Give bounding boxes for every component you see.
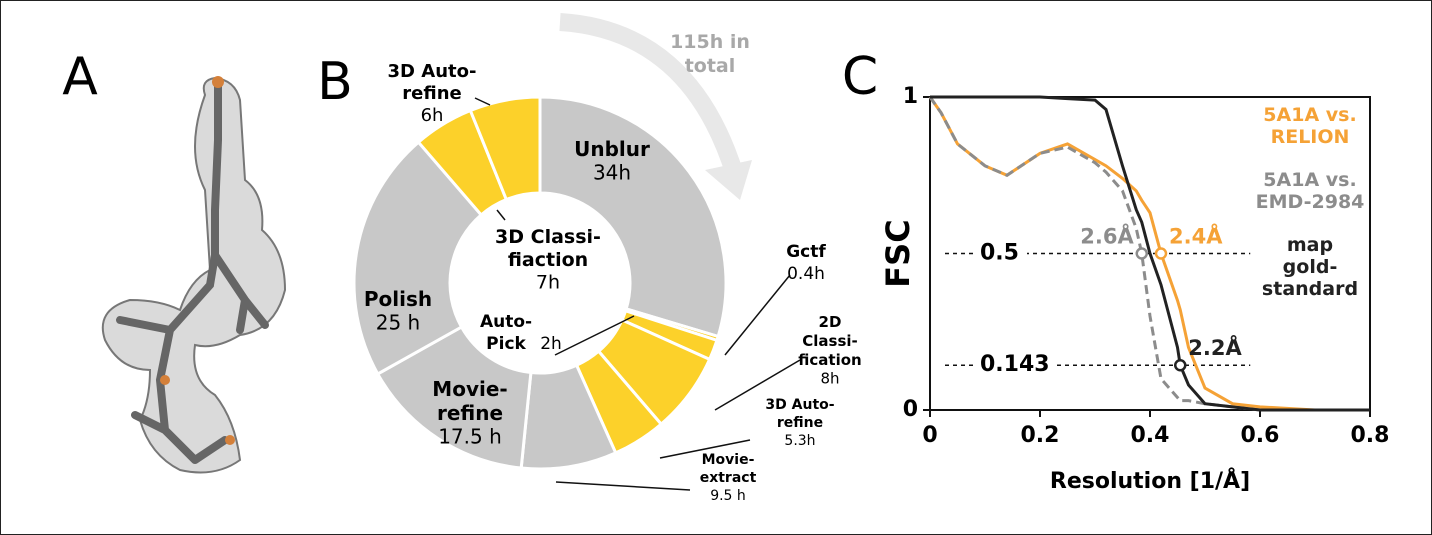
- molecule: [101, 76, 287, 474]
- resolution-marker: [1135, 247, 1148, 260]
- segment-value-label: 7h: [536, 272, 560, 294]
- segment-label: Unblur: [574, 137, 650, 161]
- segment-value-label: 34h: [593, 161, 631, 185]
- segment-label: Movie-extract: [700, 452, 757, 486]
- threshold-label-bg: [975, 351, 1055, 380]
- resolution-marker: [1154, 247, 1168, 260]
- total-arrow-head: [705, 160, 752, 200]
- y-tick-label: 1: [903, 84, 918, 109]
- segment-value-label: 5.3h: [784, 433, 815, 449]
- resolution-label: 2.2Å: [1188, 335, 1242, 360]
- panel-label: B: [317, 52, 353, 112]
- x-tick-label: 0.6: [1241, 423, 1280, 448]
- segment-value-label: 0.4h: [787, 264, 825, 284]
- segment-value-label: 17.5 h: [438, 425, 502, 449]
- legend-entry: map gold-standard: [1262, 234, 1358, 300]
- x-tick-label: 0.8: [1351, 423, 1390, 448]
- donut-segment: [375, 324, 533, 470]
- segment-label: Auto-Pick: [480, 312, 532, 354]
- resolution-marker: [1174, 358, 1187, 372]
- segment-value-label: 2h: [540, 334, 562, 354]
- segment-value-label: 9.5 h: [710, 488, 746, 504]
- legend-entry: 5A1A vs. RELION: [1263, 104, 1356, 148]
- leader-line: [554, 315, 635, 356]
- segment-value-label: 8h: [820, 370, 839, 388]
- total-annotation: 115h in total: [670, 31, 750, 77]
- segment-label: 2D Classi-fication: [798, 313, 861, 369]
- fsc-line: [930, 95, 1370, 412]
- threshold-label-bg: [975, 239, 1027, 268]
- segment-label: Movie-refine: [432, 377, 507, 425]
- x-tick-label: 0.4: [1131, 423, 1170, 448]
- segment-label: Gctf: [786, 242, 826, 262]
- donut-segment: [468, 95, 542, 202]
- segment-label: Polish: [364, 287, 432, 311]
- segment-value-label: 25 h: [376, 311, 420, 335]
- leader-line: [474, 97, 491, 106]
- x-tick-label: 0.2: [1021, 423, 1060, 448]
- panel-label: C: [842, 47, 878, 107]
- leader-line: [555, 481, 691, 491]
- donut-segment: [352, 140, 484, 376]
- segment-label: 3D Auto-refine: [388, 61, 477, 104]
- threshold-label: 0.5: [980, 241, 1019, 266]
- resolution-label: 2.4Å: [1169, 224, 1223, 249]
- total-arrow: [559, 13, 744, 178]
- leader-line: [496, 209, 506, 221]
- leader-line: [724, 274, 791, 356]
- segment-label: 3D Auto-refine: [765, 397, 834, 431]
- panel-label: A: [62, 47, 98, 107]
- y-tick-label: 0: [903, 397, 918, 422]
- leader-line: [659, 439, 751, 459]
- segment-value-label: 6h: [421, 105, 444, 126]
- donut-segment: [538, 95, 728, 339]
- threshold-label: 0.143: [980, 352, 1050, 377]
- legend-entry: 5A1A vs. EMD-2984: [1256, 169, 1365, 213]
- x-tick-label: 0: [922, 423, 937, 448]
- x-axis-label: Resolution [1/Å]: [1050, 468, 1250, 494]
- y-axis-label: FSC: [879, 219, 917, 287]
- resolution-label: 2.6Å: [1080, 224, 1134, 249]
- leader-line: [714, 359, 801, 411]
- segment-label: 3D Classi-fiaction: [495, 226, 601, 271]
